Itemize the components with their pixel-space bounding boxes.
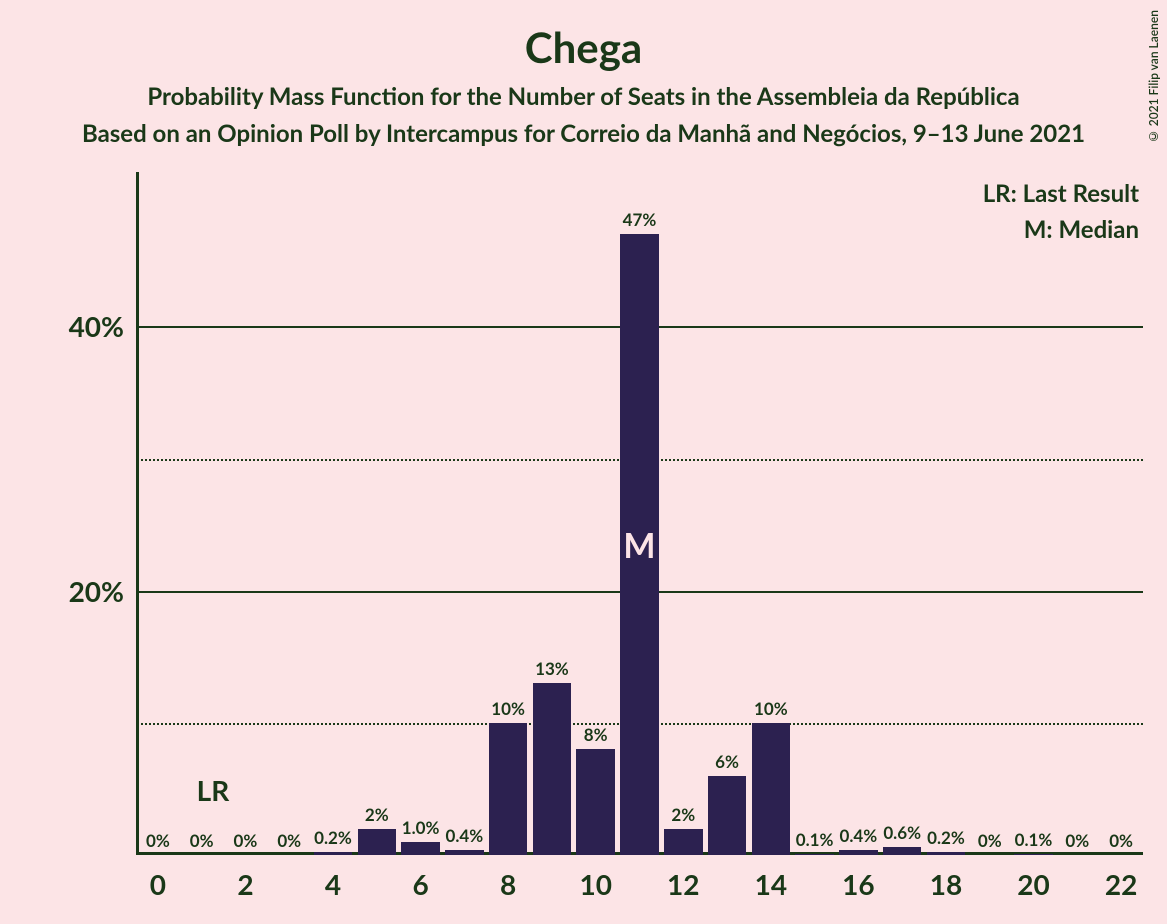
x-axis-label: 14	[755, 867, 787, 901]
x-axis-label: 20	[1017, 867, 1049, 901]
bar-value-label: 0.2%	[927, 827, 965, 848]
bar: 0.4%	[445, 850, 484, 855]
chart-subtitle-2: Based on an Opinion Poll by Intercampus …	[0, 119, 1167, 148]
bar-value-label: 13%	[535, 658, 569, 679]
bar: 8%	[576, 749, 615, 855]
bar: 0.1%	[795, 854, 834, 855]
y-axis-line	[136, 172, 139, 855]
bar: 13%	[533, 683, 572, 855]
last-result-marker: LR	[197, 773, 230, 807]
legend-median: M: Median	[1024, 215, 1139, 244]
bar-value-label: 2%	[671, 804, 695, 825]
y-axis-label: 20%	[69, 574, 124, 608]
bar-value-label: 0%	[978, 830, 1002, 851]
bar-value-label: 0%	[190, 830, 214, 851]
bar-value-label: 10%	[754, 698, 788, 719]
bar: 1.0%	[401, 842, 440, 855]
bar-value-label: 0.6%	[883, 822, 921, 843]
x-axis-label: 6	[412, 867, 428, 901]
bar: 6%	[708, 776, 747, 855]
bar-value-label: 0.4%	[445, 825, 483, 846]
x-axis-label: 16	[842, 867, 874, 901]
bar: 2%	[664, 829, 703, 855]
bar: 0.1%	[1014, 854, 1053, 855]
bar: 0.4%	[839, 850, 878, 855]
bar-value-label: 47%	[623, 209, 657, 230]
bar: 10%	[489, 723, 528, 855]
chart-plot-area: 20%40%0%00%0%20%0.2%42%1.0%60.4%10%813%8…	[136, 177, 1143, 855]
x-axis-label: 10	[579, 867, 611, 901]
bar-value-label: 0.1%	[1015, 829, 1053, 850]
bar: 2%	[358, 829, 397, 855]
x-axis-label: 22	[1105, 867, 1137, 901]
bar-value-label: 0%	[146, 830, 170, 851]
bar-value-label: 2%	[365, 804, 389, 825]
median-marker: M	[623, 525, 655, 566]
chart-title: Chega	[0, 0, 1167, 72]
bar-value-label: 6%	[715, 751, 739, 772]
bar-value-label: 0%	[277, 830, 301, 851]
bar: 0.6%	[883, 847, 922, 855]
x-axis-label: 8	[500, 867, 516, 901]
bar: 0.2%	[314, 852, 353, 855]
legend-lr: LR: Last Result	[983, 179, 1139, 208]
x-axis-label: 0	[150, 867, 166, 901]
x-axis-label: 18	[930, 867, 962, 901]
x-axis-label: 12	[667, 867, 699, 901]
x-axis-label: 2	[237, 867, 253, 901]
bar-value-label: 8%	[584, 724, 608, 745]
bar: 47%M	[620, 234, 659, 855]
bar: 10%	[752, 723, 791, 855]
chart-subtitle-1: Probability Mass Function for the Number…	[0, 82, 1167, 111]
x-axis-label: 4	[325, 867, 341, 901]
bar-value-label: 0.4%	[840, 825, 878, 846]
y-axis-label: 40%	[69, 309, 124, 343]
bar-value-label: 10%	[491, 698, 525, 719]
bar-value-label: 0%	[234, 830, 258, 851]
bar-value-label: 0%	[1065, 830, 1089, 851]
bar: 0.2%	[927, 852, 966, 855]
bar-value-label: 0.2%	[314, 827, 352, 848]
bar-value-label: 1.0%	[402, 817, 440, 838]
copyright-text: © 2021 Filip van Laenen	[1146, 10, 1161, 144]
bar-value-label: 0.1%	[796, 829, 834, 850]
bar-value-label: 0%	[1109, 830, 1133, 851]
